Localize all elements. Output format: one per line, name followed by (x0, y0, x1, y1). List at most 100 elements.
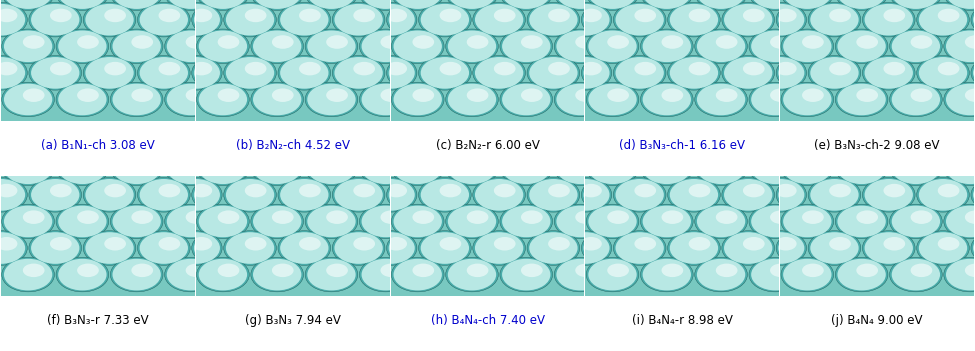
Ellipse shape (327, 210, 348, 224)
Ellipse shape (413, 29, 466, 64)
Ellipse shape (385, 9, 407, 22)
Ellipse shape (500, 204, 553, 239)
Ellipse shape (104, 9, 126, 22)
Ellipse shape (223, 178, 277, 212)
Ellipse shape (751, 259, 799, 290)
Ellipse shape (83, 231, 136, 265)
Ellipse shape (883, 9, 905, 22)
Ellipse shape (448, 152, 496, 184)
Ellipse shape (770, 157, 792, 171)
Ellipse shape (668, 55, 721, 90)
Ellipse shape (137, 55, 190, 90)
Ellipse shape (240, 88, 261, 102)
Ellipse shape (420, 4, 469, 35)
Ellipse shape (278, 55, 331, 90)
Ellipse shape (722, 178, 774, 212)
Ellipse shape (749, 257, 801, 292)
Ellipse shape (588, 152, 637, 184)
Ellipse shape (167, 206, 215, 237)
Ellipse shape (197, 29, 250, 64)
Ellipse shape (110, 82, 163, 117)
Ellipse shape (588, 31, 637, 62)
Ellipse shape (272, 264, 293, 277)
Ellipse shape (607, 264, 629, 277)
Ellipse shape (29, 231, 82, 265)
Ellipse shape (548, 237, 569, 251)
Ellipse shape (391, 82, 444, 117)
Ellipse shape (831, 55, 883, 90)
Ellipse shape (695, 151, 748, 186)
Ellipse shape (824, 88, 846, 102)
Ellipse shape (58, 206, 106, 237)
Ellipse shape (339, 206, 388, 237)
Ellipse shape (253, 206, 301, 237)
Ellipse shape (829, 62, 851, 75)
Ellipse shape (226, 57, 274, 89)
Ellipse shape (305, 82, 358, 117)
Ellipse shape (251, 204, 303, 239)
Ellipse shape (408, 237, 429, 251)
Ellipse shape (278, 2, 331, 37)
Ellipse shape (307, 31, 356, 62)
Ellipse shape (603, 237, 624, 251)
Ellipse shape (415, 0, 464, 9)
Ellipse shape (638, 57, 686, 89)
Ellipse shape (641, 204, 693, 239)
Ellipse shape (534, 31, 582, 62)
Ellipse shape (641, 151, 693, 186)
Ellipse shape (2, 29, 55, 64)
Ellipse shape (144, 259, 193, 290)
Ellipse shape (249, 4, 296, 35)
Ellipse shape (164, 35, 185, 49)
Ellipse shape (353, 62, 375, 75)
Ellipse shape (630, 157, 651, 171)
Ellipse shape (185, 210, 208, 224)
Ellipse shape (749, 82, 801, 117)
Ellipse shape (446, 0, 498, 11)
Ellipse shape (172, 232, 220, 264)
Ellipse shape (385, 184, 407, 197)
Ellipse shape (751, 31, 799, 62)
Ellipse shape (635, 9, 656, 22)
Ellipse shape (916, 178, 969, 212)
Ellipse shape (892, 259, 940, 290)
Ellipse shape (751, 0, 799, 9)
Ellipse shape (267, 62, 289, 75)
Ellipse shape (805, 152, 854, 184)
Ellipse shape (836, 82, 888, 117)
Ellipse shape (167, 31, 215, 62)
Ellipse shape (911, 264, 932, 277)
Ellipse shape (159, 9, 180, 22)
Ellipse shape (441, 231, 493, 265)
Ellipse shape (280, 4, 329, 35)
Ellipse shape (695, 29, 748, 64)
Ellipse shape (305, 204, 358, 239)
Ellipse shape (418, 2, 471, 37)
Ellipse shape (716, 264, 737, 277)
Ellipse shape (575, 88, 597, 102)
Ellipse shape (185, 35, 208, 49)
Ellipse shape (729, 259, 777, 290)
Ellipse shape (365, 231, 417, 265)
Ellipse shape (185, 264, 208, 277)
Ellipse shape (167, 152, 215, 184)
Ellipse shape (534, 0, 582, 9)
Ellipse shape (615, 57, 664, 89)
Ellipse shape (973, 179, 975, 211)
Ellipse shape (199, 84, 247, 115)
Ellipse shape (0, 2, 27, 37)
Ellipse shape (137, 178, 190, 212)
Ellipse shape (249, 57, 296, 89)
Ellipse shape (391, 257, 444, 292)
Ellipse shape (360, 257, 412, 292)
Ellipse shape (83, 55, 136, 90)
Ellipse shape (838, 84, 886, 115)
Ellipse shape (365, 2, 417, 37)
Ellipse shape (415, 206, 464, 237)
Ellipse shape (194, 232, 242, 264)
Ellipse shape (729, 152, 777, 184)
Ellipse shape (467, 210, 488, 224)
Ellipse shape (137, 2, 190, 37)
Ellipse shape (643, 152, 691, 184)
Ellipse shape (716, 35, 737, 49)
